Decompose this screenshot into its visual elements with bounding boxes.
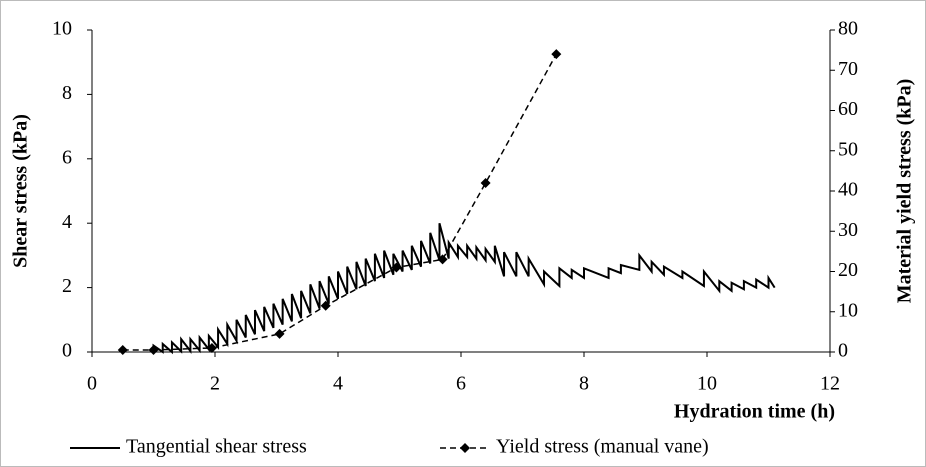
point xyxy=(148,344,159,355)
y-axis-title: Shear stress (kPa) xyxy=(10,114,32,268)
x-tick-label: 12 xyxy=(820,373,840,395)
x-tick-label: 8 xyxy=(579,373,589,395)
y2-tick-label: 80 xyxy=(838,18,858,40)
legend-marker xyxy=(460,443,470,453)
point xyxy=(480,177,491,188)
y-tick-label: 10 xyxy=(52,18,72,40)
y-tick-label: 4 xyxy=(62,211,72,233)
x-tick-label: 4 xyxy=(333,373,343,395)
point xyxy=(274,328,285,339)
point xyxy=(391,262,402,273)
y2-tick-label: 10 xyxy=(838,299,858,321)
y2-tick-label: 0 xyxy=(838,340,848,362)
y2-tick-label: 50 xyxy=(838,138,858,160)
y-tick-label: 6 xyxy=(62,146,72,168)
y-tick-label: 2 xyxy=(62,275,72,297)
x-tick-label: 2 xyxy=(210,373,220,395)
y2-tick-label: 20 xyxy=(838,259,858,281)
y2-tick-label: 70 xyxy=(838,58,858,80)
legend-label: Tangential shear stress xyxy=(126,436,307,458)
x-tick-label: 10 xyxy=(697,373,717,395)
legend-label: Yield stress (manual vane) xyxy=(496,436,709,458)
point xyxy=(320,300,331,311)
y2-tick-label: 30 xyxy=(838,219,858,241)
point xyxy=(551,49,562,60)
y-tick-label: 0 xyxy=(62,340,72,362)
point xyxy=(117,344,128,355)
series-line xyxy=(152,222,776,355)
x-axis-title: Hydration time (h) xyxy=(674,401,835,423)
point xyxy=(437,254,448,265)
point xyxy=(206,342,217,353)
y2-tick-label: 40 xyxy=(838,179,858,201)
y-tick-label: 8 xyxy=(62,82,72,104)
x-tick-label: 6 xyxy=(456,373,466,395)
y2-tick-label: 60 xyxy=(838,98,858,120)
x-tick-label: 0 xyxy=(87,373,97,395)
y2-axis-title: Material yield stress (kPa) xyxy=(894,79,916,304)
